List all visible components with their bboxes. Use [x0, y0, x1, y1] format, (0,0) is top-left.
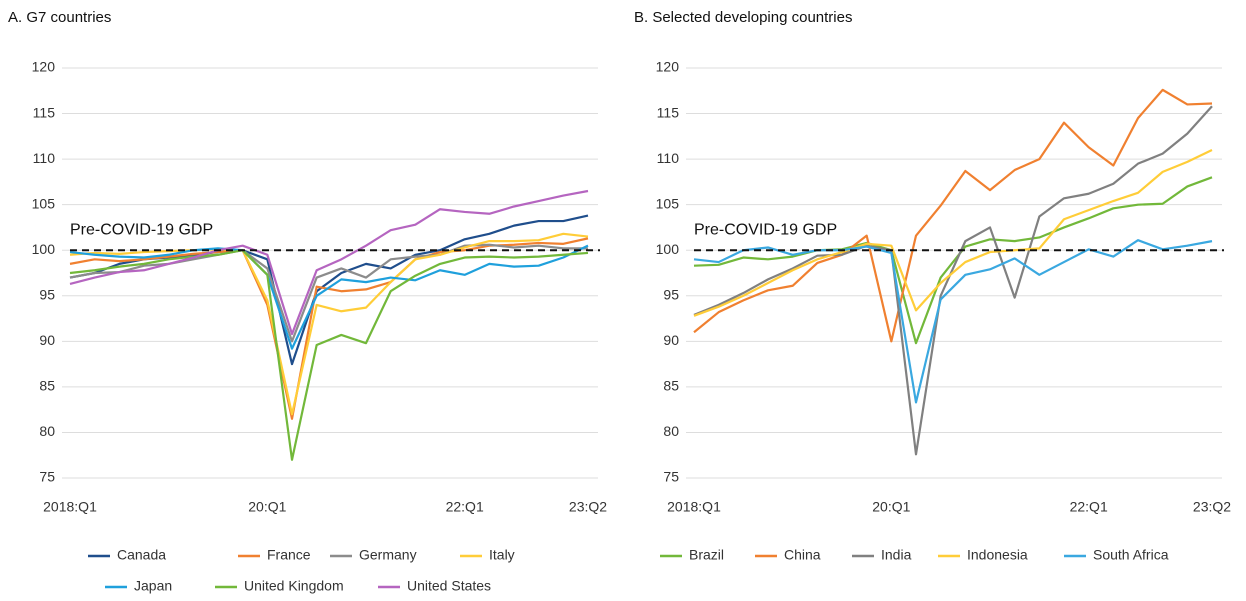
y-tick-label: 110 [657, 150, 680, 166]
series-line [693, 149, 1213, 317]
legend-label: France [267, 547, 311, 563]
legend-label: South Africa [1093, 547, 1169, 563]
chart-title: B. Selected developing countries [634, 9, 852, 26]
y-tick-label: 100 [32, 241, 56, 257]
series-line [693, 105, 1213, 456]
y-tick-label: 95 [663, 286, 679, 302]
x-tick-label: 20:Q1 [872, 499, 910, 515]
x-tick-label: 22:Q1 [446, 499, 484, 515]
y-tick-label: 105 [32, 195, 56, 211]
series-line [693, 88, 1213, 343]
y-tick-label: 90 [39, 332, 55, 348]
series-line [69, 243, 588, 343]
y-tick-label: 100 [656, 241, 680, 257]
y-tick-label: 115 [657, 104, 680, 120]
chart-title: A. G7 countries [8, 9, 111, 26]
legend-label: Brazil [689, 547, 724, 563]
series-line [69, 244, 589, 350]
y-tick-label: 85 [39, 378, 55, 394]
y-tick-label: 85 [663, 378, 679, 394]
y-tick-label: 110 [33, 150, 56, 166]
y-tick-label: 80 [39, 423, 55, 439]
series-line [693, 176, 1213, 345]
legend-label: Canada [117, 547, 166, 563]
series-line [693, 239, 1213, 404]
series-line [69, 249, 589, 461]
series-line [69, 189, 589, 336]
x-tick-label: 23:Q2 [1193, 499, 1231, 515]
legend-label: Italy [489, 547, 515, 563]
y-tick-label: 75 [663, 469, 679, 485]
legend-label: India [881, 547, 912, 563]
annotation: Pre-COVID-19 GDP [70, 221, 213, 238]
legend-label: United States [407, 578, 491, 594]
y-tick-label: 120 [656, 59, 680, 75]
x-tick-label: 2018:Q1 [667, 499, 721, 515]
legend-label: Japan [134, 578, 172, 594]
y-tick-label: 90 [663, 332, 679, 348]
series-line [69, 232, 589, 416]
x-tick-label: 22:Q1 [1070, 499, 1108, 515]
y-tick-label: 115 [33, 104, 56, 120]
x-tick-label: 2018:Q1 [43, 499, 97, 515]
legend-label: Germany [359, 547, 417, 563]
legend-label: United Kingdom [244, 578, 344, 594]
y-tick-label: 80 [663, 423, 679, 439]
legend-label: China [784, 547, 821, 563]
y-tick-label: 120 [32, 59, 56, 75]
legend-label: Indonesia [967, 547, 1028, 563]
x-tick-label: 20:Q1 [248, 499, 286, 515]
y-tick-label: 95 [39, 286, 55, 302]
y-tick-label: 75 [39, 469, 55, 485]
x-tick-label: 23:Q2 [569, 499, 607, 515]
annotation: Pre-COVID-19 GDP [694, 221, 837, 238]
y-tick-label: 105 [656, 195, 680, 211]
